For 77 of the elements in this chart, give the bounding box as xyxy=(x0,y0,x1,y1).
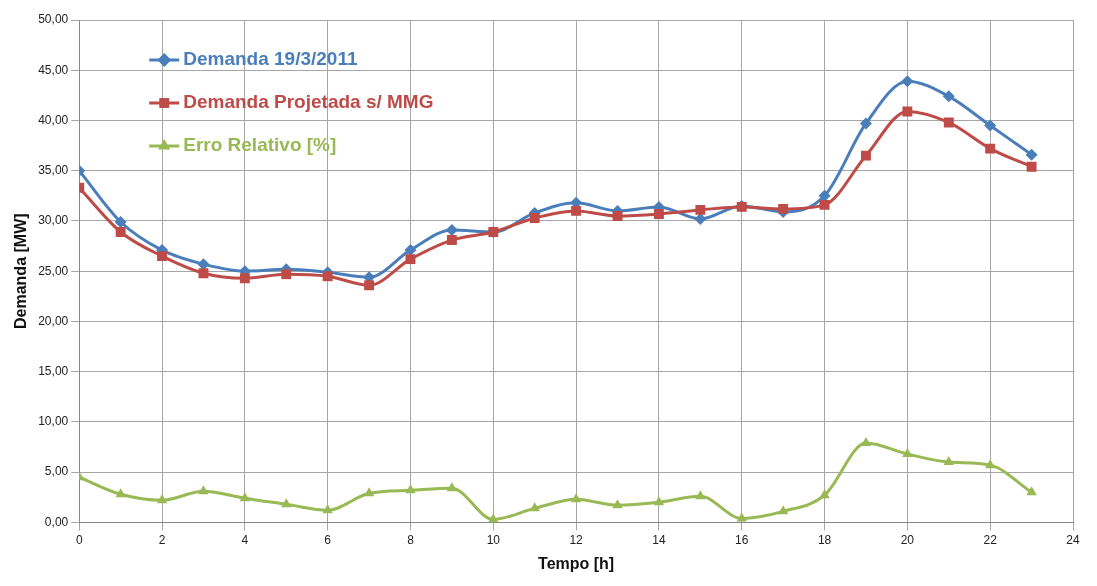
point xyxy=(157,251,167,262)
point xyxy=(653,208,664,219)
x-tick-label: 24 xyxy=(1066,532,1080,547)
point xyxy=(239,273,250,284)
point xyxy=(943,456,954,466)
y-tick-label: 0,00 xyxy=(44,514,69,529)
y-tick-label: 35,00 xyxy=(38,163,69,178)
y-tick-label: 10,00 xyxy=(38,414,69,429)
point xyxy=(529,502,540,512)
x-tick-label: 22 xyxy=(983,532,998,547)
point xyxy=(198,268,209,279)
x-tick-label: 10 xyxy=(486,532,501,547)
point xyxy=(1026,161,1037,172)
y-tick-label: 20,00 xyxy=(38,313,69,328)
point xyxy=(695,204,706,215)
point xyxy=(571,205,582,216)
x-axis-title: Tempo [h] xyxy=(538,554,615,572)
x-tick-label: 20 xyxy=(900,532,915,547)
point xyxy=(612,210,623,221)
x-tick-label: 8 xyxy=(407,532,415,547)
x-tick-label: 2 xyxy=(158,532,166,547)
point xyxy=(529,213,540,223)
point xyxy=(695,490,706,500)
point xyxy=(322,271,333,282)
point xyxy=(777,505,789,515)
point xyxy=(239,492,251,502)
point xyxy=(943,117,954,128)
point xyxy=(115,227,126,237)
point xyxy=(364,280,375,291)
point xyxy=(281,269,292,280)
x-tick-label: 6 xyxy=(324,532,332,547)
point xyxy=(114,215,127,228)
x-tick-label: 14 xyxy=(652,532,666,547)
point xyxy=(985,143,996,154)
x-tick-label: 16 xyxy=(735,532,749,547)
point xyxy=(902,448,913,458)
point xyxy=(984,459,996,469)
legend-label: Demanda 19/3/2011 xyxy=(183,48,358,70)
y-axis-title: Demanda [MW] xyxy=(12,213,30,329)
point xyxy=(902,106,913,117)
point xyxy=(405,484,416,494)
point xyxy=(859,117,872,130)
point xyxy=(1026,486,1037,496)
y-tick-label: 5,00 xyxy=(44,464,69,479)
y-tick-label: 40,00 xyxy=(38,112,69,127)
point xyxy=(612,499,623,509)
point xyxy=(901,75,914,88)
point xyxy=(819,199,830,210)
point xyxy=(778,203,789,214)
legend-label: Erro Relativo [%] xyxy=(183,134,337,156)
point xyxy=(653,496,665,506)
y-tick-label: 30,00 xyxy=(38,213,69,228)
point xyxy=(488,513,499,523)
point xyxy=(861,150,871,161)
y-tick-label: 50,00 xyxy=(38,12,69,27)
point xyxy=(570,493,582,503)
x-tick-label: 18 xyxy=(817,532,832,547)
point xyxy=(156,494,168,504)
point xyxy=(281,498,292,508)
y-tick-label: 15,00 xyxy=(38,363,69,378)
x-tick-label: 4 xyxy=(241,532,249,547)
point xyxy=(445,224,458,236)
point xyxy=(363,487,375,497)
point xyxy=(446,482,458,492)
point xyxy=(1025,148,1038,161)
point xyxy=(984,119,997,132)
y-tick-label: 25,00 xyxy=(38,263,69,278)
point xyxy=(405,254,416,265)
point xyxy=(942,90,955,103)
point xyxy=(198,485,209,495)
x-tick-label: 0 xyxy=(75,532,83,547)
point xyxy=(446,235,457,245)
legend-label: Demanda Projetada s/ MMG xyxy=(183,91,434,113)
y-tick-label: 45,00 xyxy=(38,62,69,77)
x-tick-label: 12 xyxy=(569,532,584,547)
point xyxy=(819,489,830,499)
point xyxy=(115,488,126,498)
